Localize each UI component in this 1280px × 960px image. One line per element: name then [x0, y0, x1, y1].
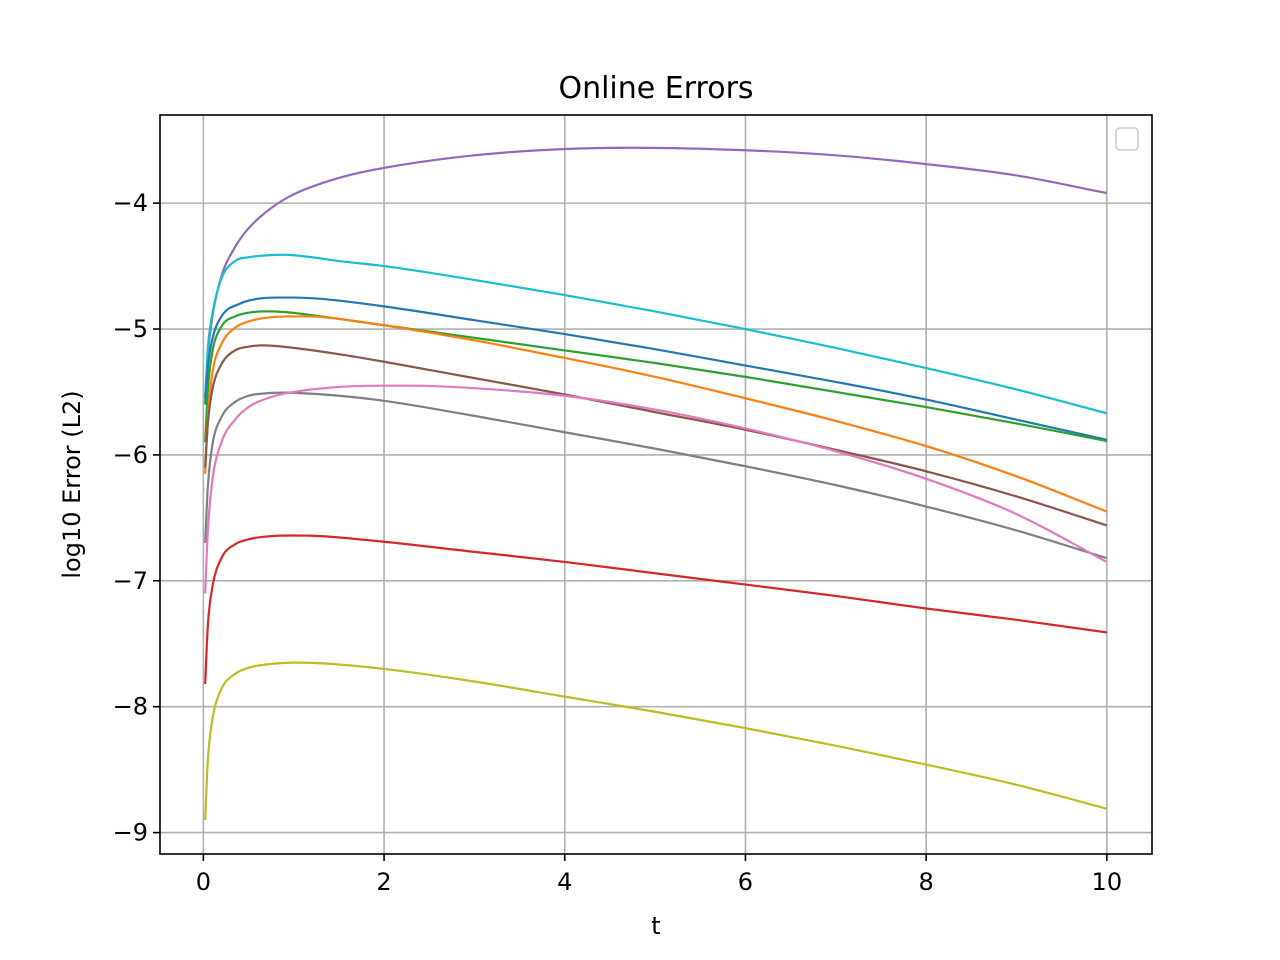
y-tick-label: −9	[113, 819, 148, 847]
x-axis-label: t	[651, 912, 660, 940]
series-line-6	[204, 344, 1108, 527]
x-tick-label: 6	[738, 868, 753, 896]
x-tick-label: 10	[1092, 868, 1123, 896]
y-axis-label: log10 Error (L2)	[58, 390, 86, 578]
series-layer	[204, 146, 1108, 821]
chart-title: Online Errors	[558, 71, 753, 106]
y-tick-label: −5	[113, 315, 148, 343]
x-tick-label: 0	[196, 868, 211, 896]
series-line-9	[204, 534, 1107, 685]
x-tick-label: 4	[557, 868, 572, 896]
series-line-2	[204, 253, 1108, 415]
series-line-10	[204, 661, 1108, 821]
y-tick-label: −6	[113, 441, 148, 469]
grid-layer	[160, 115, 1152, 854]
y-tick-label: −7	[113, 567, 148, 595]
series-line-5	[204, 315, 1108, 513]
y-tick-label: −4	[113, 189, 148, 217]
tick-layer: 0 2 4 6 8 10 −4 −5 −6 −7 −8 −9	[113, 189, 1122, 896]
series-line-3	[204, 296, 1108, 441]
series-line-8	[204, 384, 1108, 594]
x-tick-label: 8	[918, 868, 933, 896]
y-tick-label: −8	[113, 693, 148, 721]
legend-box	[1115, 127, 1139, 151]
series-line-7	[204, 391, 1108, 560]
x-tick-label: 2	[376, 868, 391, 896]
plot-frame	[159, 114, 1153, 855]
